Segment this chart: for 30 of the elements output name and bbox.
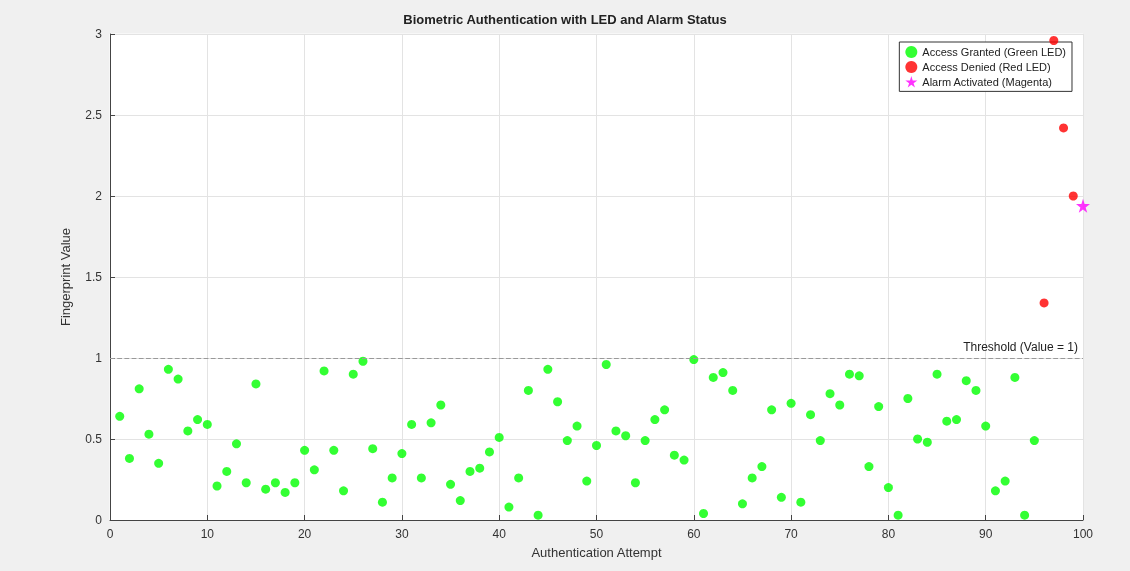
point bbox=[1059, 123, 1069, 133]
legend-label: Alarm Activated (Magenta) bbox=[922, 75, 1052, 88]
x-tick-label: 100 bbox=[1072, 527, 1094, 541]
point bbox=[1049, 35, 1059, 45]
x-axis-title: Authentication Attempt bbox=[531, 545, 662, 560]
x-tick-label: 0 bbox=[106, 527, 114, 541]
ref-line-label: Threshold (Value = 1) bbox=[963, 340, 1078, 354]
x-tick-label: 50 bbox=[589, 527, 604, 541]
y-tick-label: 2 bbox=[95, 189, 103, 203]
y-axis-title: Fingerprint Value bbox=[58, 227, 73, 327]
x-tick-label: 90 bbox=[979, 527, 993, 541]
y-tick-label: 3 bbox=[95, 27, 103, 41]
x-tick-label: 10 bbox=[200, 527, 215, 541]
point bbox=[1068, 191, 1078, 201]
chart-title: Biometric Authentication with LED and Alarm Status bbox=[403, 12, 727, 27]
y-tick-label: 1.5 bbox=[85, 270, 103, 284]
x-tick-label: 60 bbox=[687, 527, 701, 541]
x-tick-label: 40 bbox=[492, 527, 507, 541]
y-tick-label: 2.5 bbox=[85, 108, 103, 122]
x-tick-label: 70 bbox=[784, 527, 799, 541]
point bbox=[1039, 298, 1049, 308]
legend-label: Access Granted (Green LED) bbox=[922, 46, 1067, 58]
x-tick-label: 80 bbox=[881, 527, 896, 541]
y-tick-label: 0.5 bbox=[85, 432, 103, 446]
legend-label: Access Denied (Red LED) bbox=[922, 61, 1051, 73]
x-tick-label: 30 bbox=[395, 527, 409, 541]
point bbox=[1076, 198, 1090, 213]
y-tick-label: 1 bbox=[95, 351, 103, 365]
x-tick-label: 20 bbox=[297, 527, 312, 541]
y-tick-label: 0 bbox=[95, 513, 103, 527]
